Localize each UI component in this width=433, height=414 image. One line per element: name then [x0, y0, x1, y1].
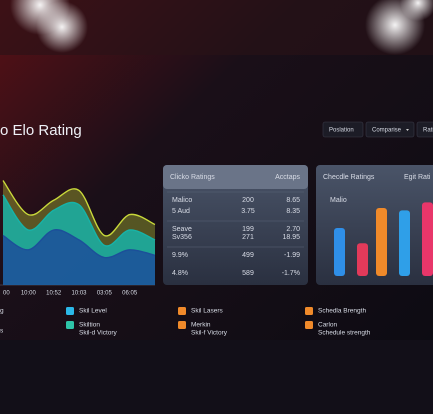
table-cell: Sv356 — [172, 234, 192, 241]
area-line — [2, 229, 156, 259]
table-cell: 9.9% — [172, 252, 188, 259]
x-tick-label: 00 — [3, 291, 10, 297]
button[interactable] — [416, 121, 433, 138]
table-cell: -1.7% — [282, 270, 300, 277]
table-header-cell: Clicko Ratings — [170, 174, 215, 181]
x-tick-label: 10:00 — [21, 291, 37, 297]
legend-label: Skiltion — [79, 322, 100, 329]
table-cell: 199 — [242, 226, 254, 233]
area-line — [2, 194, 156, 247]
annotation: Malio — [330, 197, 347, 204]
area — [3, 229, 155, 285]
table-cell: 200 — [242, 197, 254, 204]
area-line — [2, 180, 156, 237]
legend-label: Schedule strength — [318, 330, 371, 337]
table-panel — [163, 165, 308, 285]
legend-swatch — [66, 307, 74, 315]
footer-band — [0, 340, 433, 414]
legend-label: Skil-f Victory — [191, 330, 228, 337]
legend-label: Skil Lasers — [191, 308, 224, 315]
legend-label: Carlon — [318, 322, 338, 329]
legend-swatch — [178, 321, 186, 329]
x-tick-label: 06:05 — [122, 291, 138, 297]
bar — [334, 228, 345, 276]
bar — [399, 210, 410, 276]
button-label[interactable]: Comparise — [372, 128, 402, 134]
bar — [357, 243, 368, 276]
table-cell: 499 — [242, 252, 254, 259]
legend-label: s — [0, 328, 4, 335]
table-cell: Malico — [172, 197, 192, 204]
table-cell: 8.65 — [286, 197, 300, 204]
table-cell: 5 Aud — [172, 208, 190, 215]
legend-swatch — [305, 307, 313, 315]
table-cell: 2.70 — [286, 226, 300, 233]
x-tick-label: 10:52 — [46, 291, 62, 297]
chart-title: Checdle Ratings — [323, 174, 375, 181]
table-cell: 4.8% — [172, 270, 188, 277]
bar — [422, 202, 433, 276]
chart-subtitle: Egit Rati — [404, 174, 431, 181]
title: o Elo Rating — [0, 122, 82, 139]
legend-label: Schedla Brength — [318, 308, 366, 315]
legend-swatch — [178, 307, 186, 315]
legend-label: Skil-d Victory — [79, 330, 118, 337]
x-tick-label: 03:05 — [97, 291, 113, 297]
button[interactable] — [365, 121, 415, 138]
table-cell: -1.99 — [284, 252, 300, 259]
table-cell: 3.75 — [241, 208, 255, 215]
table-header — [163, 165, 308, 189]
bar — [376, 208, 387, 276]
legend-label: Skil Level — [79, 308, 107, 315]
table-cell: Seave — [172, 226, 192, 233]
bar-panel — [316, 165, 433, 285]
table-cell: 589 — [242, 270, 254, 277]
table-cell: 271 — [242, 234, 254, 241]
table-cell: 8.35 — [286, 208, 300, 215]
dropdown-icon — [406, 129, 409, 131]
legend-label: Merkin — [191, 322, 211, 329]
x-tick-label: 10:03 — [71, 291, 87, 297]
button[interactable] — [322, 121, 364, 138]
table-cell: 18.95 — [282, 234, 300, 241]
table-header-cell: Acctaps — [275, 174, 300, 181]
legend-label: g — [0, 308, 4, 315]
legend-swatch — [305, 321, 313, 329]
button-label[interactable]: Rati — [423, 128, 433, 134]
button-label[interactable]: Poslation — [329, 128, 354, 134]
light — [36, 1, 88, 53]
legend-swatch — [66, 321, 74, 329]
light — [400, 0, 433, 21]
